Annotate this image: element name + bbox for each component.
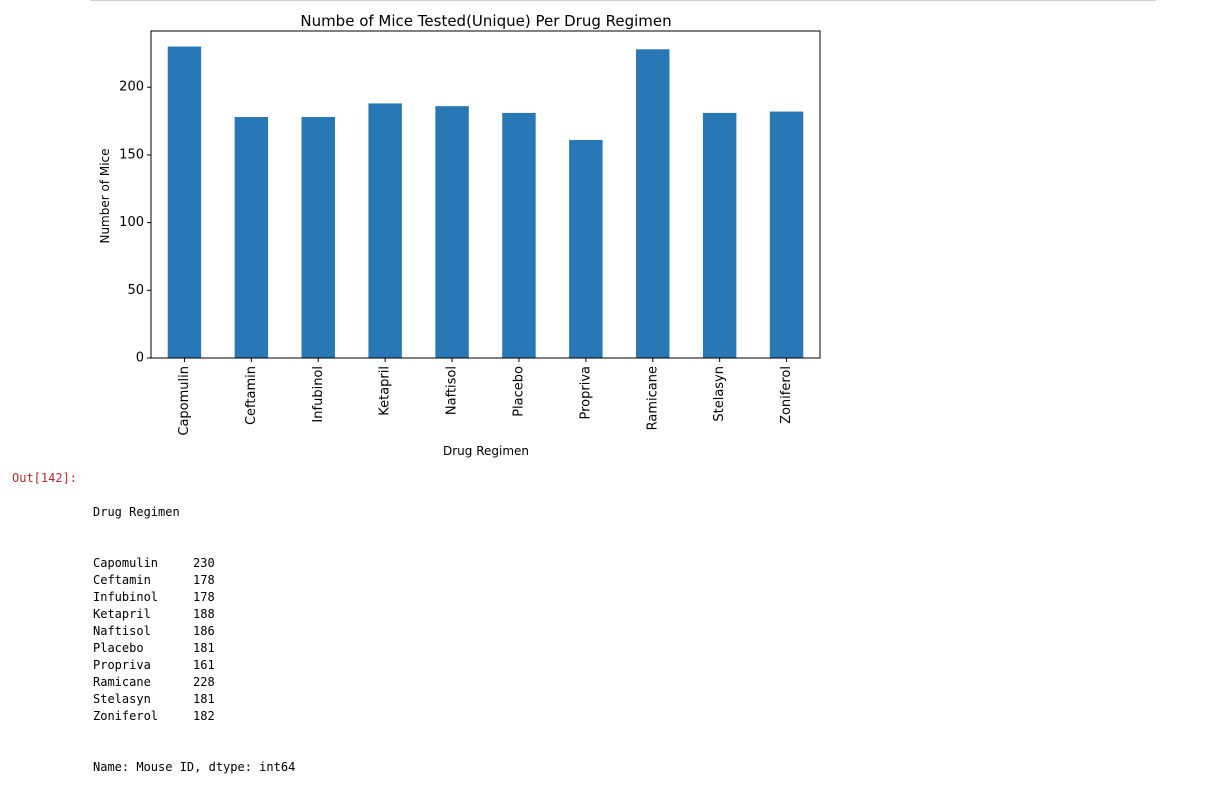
output-row: Ceftamin 178 (93, 572, 295, 589)
output-row-label: Naftisol (93, 624, 151, 638)
y-ticks: 0 50 100 150 200 (119, 80, 151, 366)
output-row-value: 186 (193, 624, 215, 638)
y-tick-label: 0 (136, 351, 144, 366)
bar-ketapril (368, 103, 402, 358)
output-row-label: Ketapril (93, 607, 151, 621)
output-row-value: 178 (193, 590, 215, 604)
x-tick-label: Propriva (578, 366, 593, 420)
output-row: Infubinol 178 (93, 589, 295, 606)
bar-stelasyn (702, 112, 737, 359)
cell-top-border (90, 0, 1156, 1)
output-row: Ramicane 228 (93, 674, 295, 691)
x-tick-label: Ketapril (378, 366, 393, 416)
output-row-label: Zoniferol (93, 709, 159, 723)
y-tick-label: 50 (127, 283, 144, 298)
output-row-label: Propriva (93, 658, 151, 672)
output-row-label: Placebo (93, 641, 144, 655)
output-row-label: Stelasyn (93, 692, 151, 706)
output-row-label: Ramicane (93, 675, 151, 689)
output-row-value: 228 (193, 675, 215, 689)
output-row: Naftisol 186 (93, 623, 295, 640)
output-row: Ketapril 188 (93, 606, 295, 623)
output-footer: Name: Mouse ID, dtype: int64 (93, 760, 296, 774)
output-row-label: Capomulin (93, 556, 159, 570)
x-tick-label: Ceftamin (244, 366, 259, 425)
x-tick-label: Placebo (511, 366, 526, 417)
output-row-value: 181 (193, 692, 215, 706)
bar-placebo (502, 112, 536, 359)
bar-infubinol (301, 116, 335, 358)
bar-naftisol (435, 106, 469, 358)
bar-zoniferol (769, 111, 804, 358)
bar-chart-svg: Numbe of Mice Tested(Unique) Per Drug Re… (98, 12, 821, 458)
x-tick-label: Naftisol (445, 366, 460, 415)
y-tick-label: 200 (119, 80, 144, 95)
y-tick-label: 100 (119, 215, 144, 230)
x-tick-label: Zoniferol (779, 366, 794, 424)
output-row: Propriva 161 (93, 657, 295, 674)
output-row: Stelasyn 181 (93, 691, 295, 708)
bars-layer (167, 46, 804, 359)
output-row: Zoniferol 182 (93, 708, 295, 725)
y-tick-label: 150 (119, 147, 144, 162)
output-row: Placebo 181 (93, 640, 295, 657)
bar-capomulin (167, 46, 202, 358)
output-row-value: 161 (193, 658, 215, 672)
x-tick-label: Ramicane (645, 366, 660, 430)
output-row-label: Ceftamin (93, 573, 151, 587)
bar-ramicane (636, 49, 670, 358)
axes-frame (150, 30, 821, 359)
x-tick-label: Infubinol (311, 366, 326, 423)
bar-propriva (569, 140, 603, 358)
output-row-value: 230 (193, 556, 215, 570)
x-tick-label: Stelasyn (712, 366, 727, 422)
bar-chart: Numbe of Mice Tested(Unique) Per Drug Re… (0, 0, 840, 469)
output-row: Capomulin 230 (93, 555, 295, 572)
x-ticks: Capomulin Ceftamin Infubinol Ketapril Naftis… (177, 358, 794, 436)
x-axis-label: Drug Regimen (443, 444, 529, 458)
bar-ceftamin (234, 116, 269, 358)
output-header: Drug Regimen (93, 505, 180, 519)
output-prompt: Out[142]: (12, 471, 78, 485)
output-rows: Capomulin 230 Ceftamin 178 Infubinol 178 Ketap… (93, 555, 295, 725)
output-series: Drug Regimen Capomulin 230 Ceftamin 178 Infu… (93, 470, 295, 793)
output-row-value: 178 (193, 573, 215, 587)
output-row-value: 182 (193, 709, 215, 723)
chart-title: Numbe of Mice Tested(Unique) Per Drug Re… (300, 12, 671, 30)
x-tick-label: Capomulin (177, 366, 192, 436)
output-row-value: 188 (193, 607, 215, 621)
output-row-label: Infubinol (93, 590, 159, 604)
y-axis-label: Number of Mice (98, 148, 112, 243)
output-row-value: 181 (193, 641, 215, 655)
